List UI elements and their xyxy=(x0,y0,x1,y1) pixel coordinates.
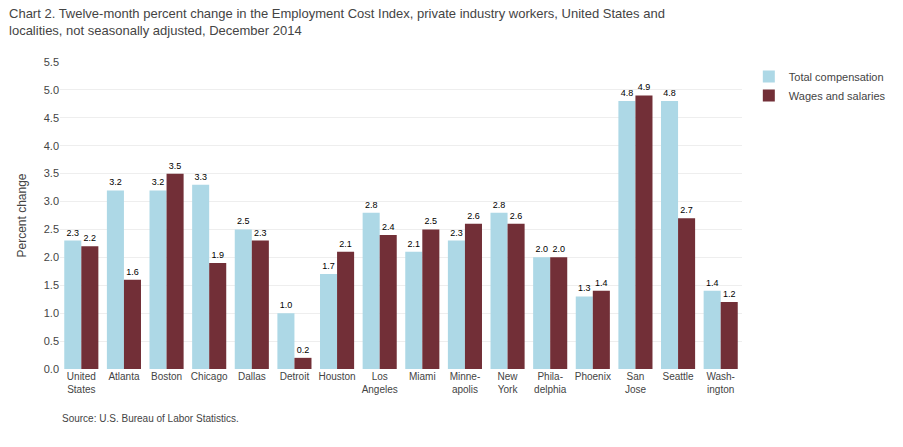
svg-text:Phila-delphia: Phila-delphia xyxy=(534,371,567,395)
svg-text:Wash-ington: Wash-ington xyxy=(706,371,735,395)
svg-text:1.4: 1.4 xyxy=(706,278,719,288)
svg-text:Phoenix: Phoenix xyxy=(575,371,611,382)
svg-text:2.5: 2.5 xyxy=(44,223,59,235)
svg-text:1.7: 1.7 xyxy=(322,261,335,271)
svg-text:3.5: 3.5 xyxy=(169,161,182,171)
svg-text:2.7: 2.7 xyxy=(680,205,693,215)
svg-text:Chicago: Chicago xyxy=(191,371,228,382)
svg-text:LosAngeles: LosAngeles xyxy=(362,371,398,395)
svg-text:1.5: 1.5 xyxy=(44,279,59,291)
svg-text:Dallas: Dallas xyxy=(238,371,266,382)
svg-text:2.4: 2.4 xyxy=(382,222,395,232)
svg-text:Seattle: Seattle xyxy=(662,371,694,382)
svg-text:SanJose: SanJose xyxy=(625,371,647,395)
svg-text:2.6: 2.6 xyxy=(467,211,480,221)
svg-text:1.4: 1.4 xyxy=(595,278,608,288)
svg-text:3.2: 3.2 xyxy=(152,177,165,187)
svg-text:2.0: 2.0 xyxy=(44,251,59,263)
svg-text:Detroit: Detroit xyxy=(280,371,310,382)
svg-text:Minne-apolis: Minne-apolis xyxy=(450,371,481,395)
svg-text:1.9: 1.9 xyxy=(211,250,224,260)
svg-text:2.0: 2.0 xyxy=(535,244,548,254)
svg-text:2.8: 2.8 xyxy=(365,200,378,210)
svg-text:3.0: 3.0 xyxy=(44,195,59,207)
svg-text:2.6: 2.6 xyxy=(510,211,523,221)
svg-text:Percent change: Percent change xyxy=(15,173,29,257)
svg-text:2.3: 2.3 xyxy=(450,228,463,238)
svg-text:1.0: 1.0 xyxy=(280,300,293,310)
svg-text:4.9: 4.9 xyxy=(638,82,651,92)
svg-text:2.0: 2.0 xyxy=(552,244,565,254)
svg-text:2.2: 2.2 xyxy=(84,233,97,243)
svg-text:1.2: 1.2 xyxy=(723,289,736,299)
svg-text:3.5: 3.5 xyxy=(44,167,59,179)
svg-text:4.8: 4.8 xyxy=(663,88,676,98)
svg-text:1.3: 1.3 xyxy=(578,283,591,293)
svg-text:2.3: 2.3 xyxy=(67,228,80,238)
svg-text:Source: U.S. Bureau of Labor S: Source: U.S. Bureau of Labor Statistics. xyxy=(62,413,239,424)
svg-text:NewYork: NewYork xyxy=(498,371,519,395)
svg-text:4.0: 4.0 xyxy=(44,140,59,152)
svg-text:Houston: Houston xyxy=(318,371,355,382)
svg-text:Miami: Miami xyxy=(409,371,436,382)
svg-text:3.2: 3.2 xyxy=(109,177,122,187)
svg-text:2.3: 2.3 xyxy=(254,228,267,238)
svg-text:2.8: 2.8 xyxy=(493,200,506,210)
svg-text:Chart 2. Twelve-month percent: Chart 2. Twelve-month percent change in … xyxy=(9,6,665,38)
svg-text:1.6: 1.6 xyxy=(126,267,139,277)
svg-text:3.3: 3.3 xyxy=(194,172,207,182)
svg-text:5.0: 5.0 xyxy=(44,84,59,96)
svg-text:Boston: Boston xyxy=(151,371,182,382)
svg-text:0.5: 0.5 xyxy=(44,335,59,347)
svg-text:2.5: 2.5 xyxy=(425,216,438,226)
svg-text:4.5: 4.5 xyxy=(44,112,59,124)
svg-text:Wages and salaries: Wages and salaries xyxy=(789,90,886,102)
svg-text:2.1: 2.1 xyxy=(339,239,352,249)
svg-text:2.1: 2.1 xyxy=(408,239,421,249)
svg-text:4.8: 4.8 xyxy=(621,88,634,98)
svg-text:Total compensation: Total compensation xyxy=(789,71,884,83)
svg-text:1.0: 1.0 xyxy=(44,307,59,319)
svg-text:Atlanta: Atlanta xyxy=(108,371,140,382)
svg-text:5.5: 5.5 xyxy=(44,56,59,68)
svg-text:0.2: 0.2 xyxy=(297,345,310,355)
svg-text:UnitedStates: UnitedStates xyxy=(67,371,96,395)
svg-text:0.0: 0.0 xyxy=(44,363,59,375)
svg-text:2.5: 2.5 xyxy=(237,216,250,226)
